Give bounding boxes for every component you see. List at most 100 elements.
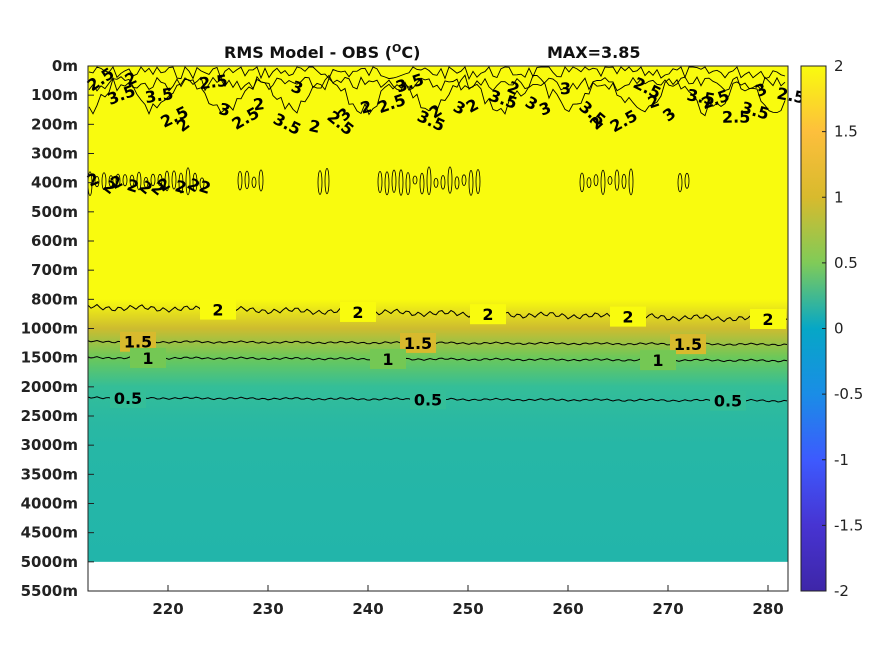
noisy-contour: [88, 66, 786, 81]
contour-label: 2: [482, 305, 493, 324]
y-tick-label: 100m: [31, 86, 78, 104]
eddy-contour: [454, 176, 460, 190]
noisy-contour: [88, 74, 786, 117]
noisy-contour-label: 2: [197, 176, 213, 197]
eddy-contour: [607, 176, 613, 185]
x-tick-label: 270: [652, 600, 683, 618]
eddy-contour: [101, 172, 107, 190]
y-tick-label: 600m: [31, 232, 78, 250]
y-tick-label: 4500m: [21, 524, 78, 542]
x-tick-label: 220: [152, 600, 183, 618]
contour-label-bg: [400, 332, 436, 353]
contour-label: 0.5: [114, 389, 142, 408]
eddy-contour: [157, 174, 163, 187]
near-surface-noisy-contours: 2.53.523.52.522.532.523.532 2.53 2 2.53.53.…: [84, 64, 807, 200]
colorbar-tick-label: 2: [834, 57, 844, 75]
noisy-contour-label: 3: [560, 79, 571, 98]
y-tick-label: 200m: [31, 115, 78, 133]
contour-label-bg: [640, 350, 676, 371]
contour-label: 0.5: [414, 390, 442, 409]
eddy-contour: [447, 166, 453, 194]
eddy-contour: [398, 169, 404, 196]
eddy-contour: [115, 173, 121, 188]
contour-label: 1: [652, 351, 663, 370]
y-tick-label: 1000m: [21, 320, 78, 338]
colorbar-tick-label: 0.5: [834, 254, 858, 272]
plot-area: 2.53.523.52.522.532.523.532 2.53 2 2.53.53.…: [84, 64, 807, 592]
contour-label: 2: [212, 301, 223, 320]
eddy-contour: [579, 172, 585, 193]
eddy-contour: [129, 174, 135, 187]
contour-label-bg: [340, 301, 376, 322]
eddy-contour: [199, 177, 205, 190]
noisy-contour-label: 2.5: [722, 108, 751, 127]
colorbar-tick-label: -1.5: [834, 516, 863, 534]
contour-label: 2: [352, 303, 363, 322]
eddy-contour: [433, 177, 439, 188]
y-tick-label: 2500m: [21, 407, 78, 425]
colorbar-scale: [800, 65, 827, 592]
contour-label: 1: [382, 350, 393, 369]
eddy-contour: [377, 170, 383, 193]
contour-label-bg: [200, 299, 236, 320]
contour-label-bg: [470, 304, 506, 325]
noisy-contour-label: 3.5: [144, 84, 175, 107]
x-tick-label: 230: [252, 600, 283, 618]
heatmap-field: [88, 66, 788, 562]
eddy-contour: [150, 173, 156, 187]
contour-label-bg: [120, 331, 156, 352]
eddy-contour: [412, 175, 418, 185]
x-axis: 220 230 240 250 260 270 280: [152, 585, 784, 618]
colorbar: 2 1.5 1 0.5 0 -0.5 -1 -1.5 -2: [800, 57, 863, 600]
colorbar-tick-label: 1.5: [834, 123, 858, 141]
eddy-contour: [94, 175, 100, 188]
chart-title: RMS Model - OBS (OC): [224, 42, 420, 62]
eddy-contour: [684, 172, 690, 189]
eddy-contour: [614, 169, 620, 191]
eddy-contour: [586, 177, 592, 188]
contour-label: 2: [622, 308, 633, 327]
y-tick-label: 1500m: [21, 349, 78, 367]
eddy-contour: [440, 175, 446, 190]
eddy-contour: [628, 168, 634, 196]
eddy-contour: [621, 173, 627, 189]
contour-label: 1.5: [404, 334, 432, 353]
noisy-contour-label: 2: [358, 97, 374, 118]
y-tick-label: 300m: [31, 145, 78, 163]
y-axis: 0m 100m 200m 300m 400m 500m 600m 700m 800m 1000m 1…: [21, 57, 94, 600]
noisy-contour-label: 2.5: [198, 71, 229, 93]
y-tick-label: 800m: [31, 290, 78, 308]
eddy-contour: [171, 170, 177, 190]
contour-label: 2: [762, 310, 773, 329]
colorbar-tick-label: 0: [834, 320, 844, 338]
y-tick-label: 2000m: [21, 378, 78, 396]
colorbar-tick-label: 1: [834, 188, 844, 206]
eddy-contour: [426, 166, 432, 195]
eddy-contour: [178, 172, 184, 194]
x-tick-label: 250: [452, 600, 483, 618]
eddy-contour: [108, 175, 114, 187]
y-tick-label: 3000m: [21, 436, 78, 454]
contour-label-bg: [750, 308, 786, 329]
noisy-contour-label: 3: [217, 99, 232, 120]
x-tick-label: 260: [552, 600, 583, 618]
contour-label: 0.5: [714, 392, 742, 411]
noisy-contour-label: 2.5: [775, 84, 806, 108]
y-tick-label: 700m: [31, 261, 78, 279]
contour-lines: 2 2 2 2 21.5 1.5 1.51 1 10.5 0.5 0.5: [87, 299, 788, 411]
colorbar-tick-label: -1: [834, 451, 849, 469]
eddy-contour: [324, 167, 330, 195]
eddy-contour: [258, 169, 264, 192]
contour-label-bg: [670, 334, 706, 355]
eddy-contour: [136, 171, 142, 191]
x-tick-label: 280: [752, 600, 783, 618]
contour-label: 1.5: [124, 333, 152, 352]
eddy-contour: [244, 170, 250, 190]
eddy-contour: [461, 174, 467, 186]
y-tick-label: 0m: [52, 57, 78, 75]
contour-label: 1.5: [674, 335, 702, 354]
eddy-contour: [468, 170, 474, 196]
contour-label-bg: [110, 388, 146, 409]
eddy-contour: [600, 169, 606, 195]
